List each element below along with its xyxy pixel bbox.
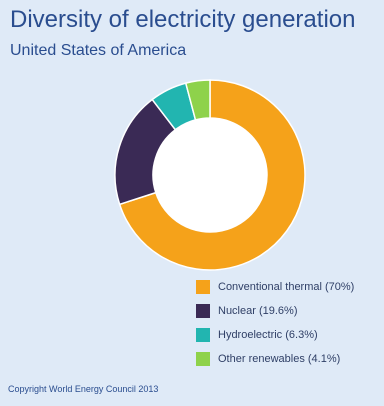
legend-item-other-renewables: Other renewables (4.1%) [196, 347, 354, 371]
chart-subtitle: United States of America [10, 42, 187, 59]
legend-swatch [196, 280, 210, 294]
chart-title: Diversity of electricity generation [10, 6, 356, 33]
legend-swatch [196, 352, 210, 366]
legend-swatch [196, 304, 210, 318]
legend-swatch [196, 328, 210, 342]
legend-item-nuclear: Nuclear (19.6%) [196, 299, 354, 323]
legend-item-conventional-thermal: Conventional thermal (70%) [196, 275, 354, 299]
legend-label: Nuclear (19.6%) [218, 305, 298, 317]
copyright-text: Copyright World Energy Council 2013 [8, 384, 159, 394]
legend-label: Hydroelectric (6.3%) [218, 329, 318, 341]
donut-hole [153, 118, 267, 232]
legend: Conventional thermal (70%) Nuclear (19.6… [196, 275, 354, 371]
legend-label: Conventional thermal (70%) [218, 281, 355, 293]
legend-label: Other renewables (4.1%) [218, 353, 341, 365]
legend-item-hydroelectric: Hydroelectric (6.3%) [196, 323, 354, 347]
